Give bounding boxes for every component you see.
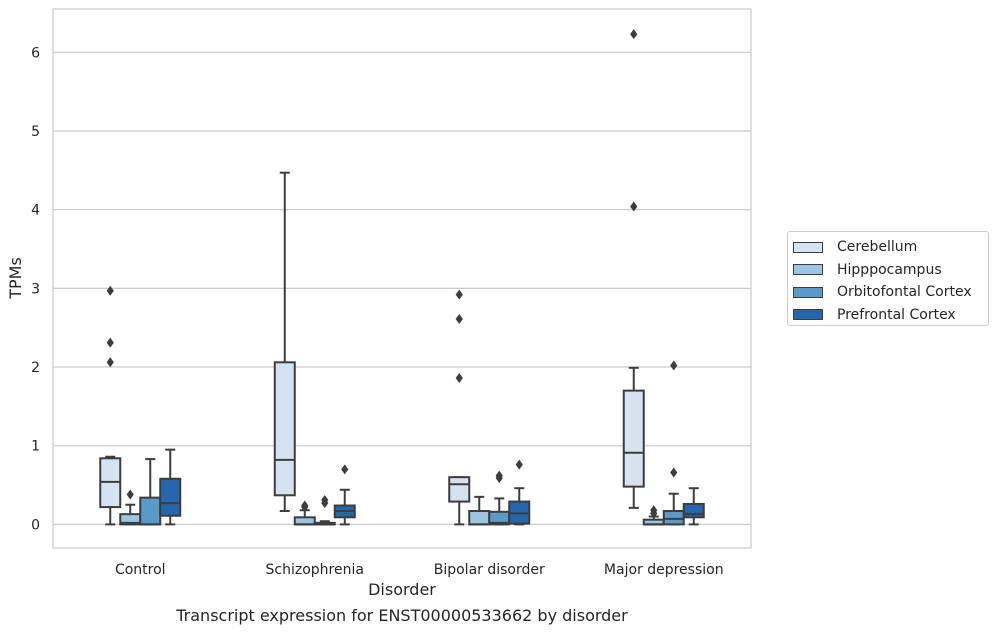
legend-item: Hipppocampus bbox=[793, 259, 988, 282]
box-body bbox=[622, 389, 645, 488]
outlier-point bbox=[670, 467, 678, 478]
box-cerebellum bbox=[448, 289, 471, 526]
y-tick-label: 1 bbox=[31, 439, 40, 455]
outlier-point bbox=[106, 337, 114, 348]
box-prefrontal-cortex bbox=[159, 448, 182, 526]
y-tick-label: 0 bbox=[31, 517, 40, 533]
outlier-point bbox=[515, 459, 523, 470]
outlier-point bbox=[106, 285, 114, 296]
box-body bbox=[448, 476, 471, 503]
boxes bbox=[99, 29, 705, 526]
outlier-point bbox=[455, 314, 463, 325]
y-tick-label: 2 bbox=[31, 360, 40, 376]
legend-label: Prefrontal Cortex bbox=[837, 306, 956, 323]
box-body bbox=[662, 510, 685, 526]
y-axis-label: TPMs bbox=[6, 257, 25, 300]
box-hipppocampus bbox=[642, 505, 665, 526]
outlier-point bbox=[106, 357, 114, 368]
outlier-point bbox=[670, 360, 678, 371]
outlier-point bbox=[455, 289, 463, 300]
box-cerebellum bbox=[273, 171, 296, 513]
chart-caption: Transcript expression for ENST0000053366… bbox=[176, 606, 628, 625]
y-tick-label: 3 bbox=[31, 281, 40, 297]
legend-swatch bbox=[793, 241, 823, 253]
box-body bbox=[293, 516, 316, 526]
box-cerebellum bbox=[99, 285, 122, 526]
outlier-point bbox=[630, 201, 638, 212]
legend: Cerebellum Hipppocampus Orbitofontal Cor… bbox=[787, 231, 989, 326]
x-tick-label: Major depression bbox=[604, 562, 724, 578]
box-orbitofontal-cortex bbox=[662, 360, 685, 526]
y-tick-label: 6 bbox=[31, 45, 40, 61]
legend-label: Orbitofontal Cortex bbox=[837, 284, 972, 301]
box-hipppocampus bbox=[119, 489, 142, 526]
box-body bbox=[273, 361, 296, 497]
outlier-point bbox=[650, 505, 658, 516]
y-tick-label: 5 bbox=[31, 124, 40, 140]
x-tick-label: Schizophrenia bbox=[266, 562, 364, 578]
grid-lines bbox=[53, 51, 751, 526]
outlier-point bbox=[341, 464, 349, 475]
outlier-point bbox=[301, 500, 309, 511]
x-tick-label: Bipolar disorder bbox=[434, 562, 545, 578]
plot-frame bbox=[52, 8, 752, 549]
legend-label: Hipppocampus bbox=[837, 261, 942, 278]
box-body bbox=[468, 510, 491, 526]
x-tick-labels: Control Schizophrenia Bipolar disorder Majo… bbox=[115, 562, 724, 578]
box-orbitofontal-cortex bbox=[313, 495, 336, 526]
box-cerebellum bbox=[622, 29, 645, 509]
legend-item: Cerebellum bbox=[793, 236, 988, 259]
box-prefrontal-cortex bbox=[333, 464, 356, 526]
x-axis-label: Disorder bbox=[368, 580, 436, 599]
legend-item: Prefrontal Cortex bbox=[793, 304, 988, 327]
legend-item: Orbitofontal Cortex bbox=[793, 281, 988, 304]
outlier-point bbox=[126, 489, 134, 500]
box-prefrontal-cortex bbox=[682, 487, 705, 526]
legend-label: Cerebellum bbox=[837, 239, 918, 256]
outlier-point bbox=[495, 470, 503, 481]
x-tick-label: Control bbox=[115, 562, 166, 578]
legend-swatch bbox=[793, 309, 823, 321]
box-orbitofontal-cortex bbox=[139, 458, 162, 526]
outlier-point bbox=[321, 495, 329, 506]
legend-swatch bbox=[793, 264, 823, 276]
box-hipppocampus bbox=[468, 495, 491, 526]
outlier-point bbox=[455, 373, 463, 384]
legend-swatch bbox=[793, 286, 823, 298]
box-orbitofontal-cortex bbox=[488, 470, 511, 526]
y-tick-label: 4 bbox=[31, 203, 40, 219]
y-tick-labels: 0 1 2 3 4 5 6 bbox=[31, 45, 40, 533]
box-body bbox=[139, 496, 162, 526]
box-hipppocampus bbox=[293, 500, 316, 526]
box-prefrontal-cortex bbox=[508, 459, 531, 526]
outlier-point bbox=[630, 29, 638, 40]
box-body bbox=[682, 502, 705, 519]
box-body bbox=[159, 477, 182, 517]
